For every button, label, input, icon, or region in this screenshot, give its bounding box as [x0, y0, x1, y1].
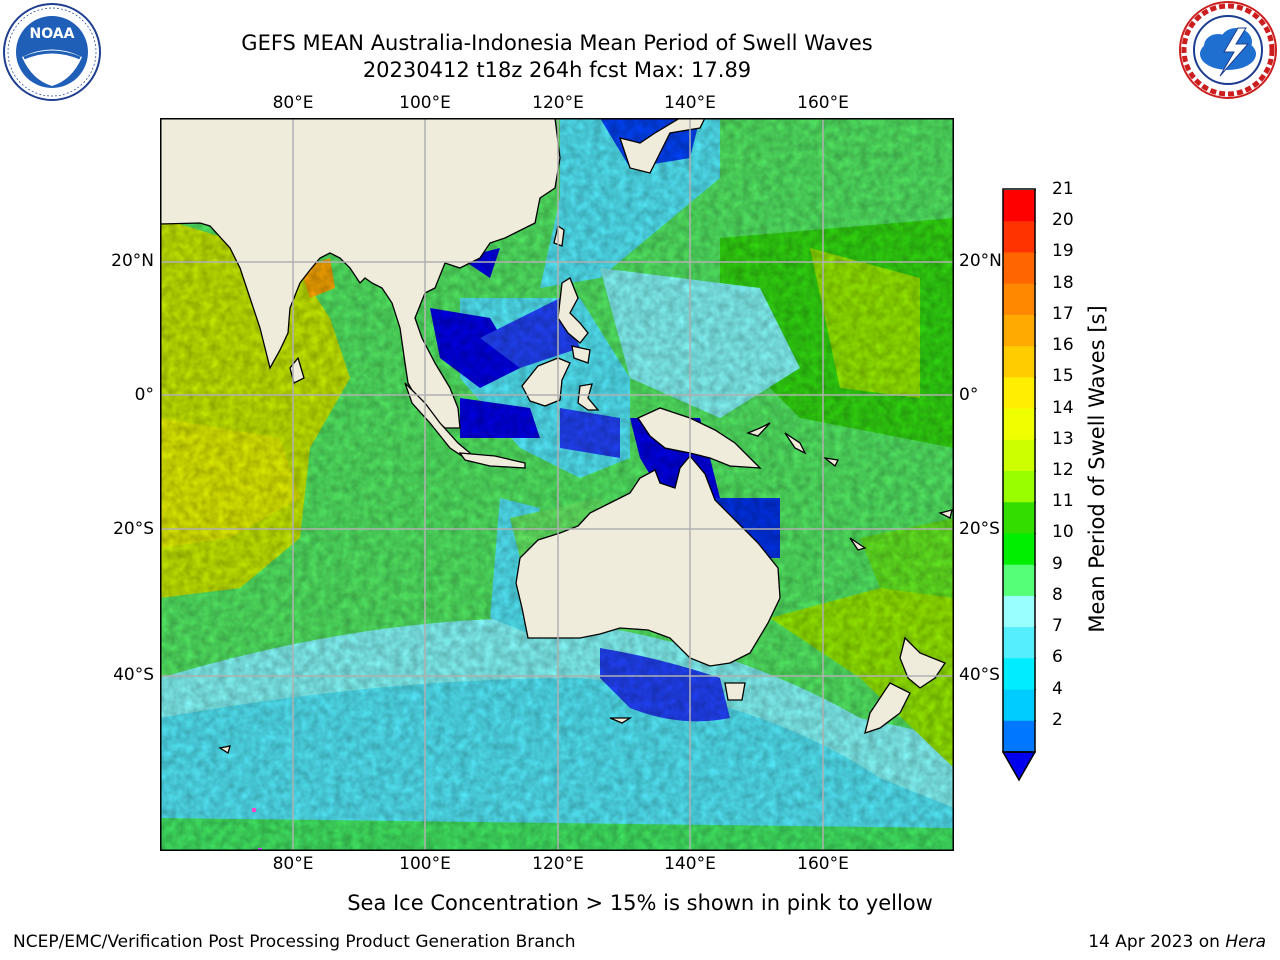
colorbar-band [1003, 252, 1035, 285]
lat-label-left-20s: 20°S [113, 519, 154, 539]
footer-branch: NCEP/EMC/Verification Post Processing Pr… [13, 932, 576, 952]
lat-label-right-40s: 40°S [959, 665, 1000, 685]
lat-label-left-40s: 40°S [113, 665, 154, 685]
svg-text:NOAA: NOAA [30, 26, 75, 42]
swell-period-map [160, 118, 954, 851]
lon-label-top-80e: 80°E [272, 93, 314, 113]
colorbar-band [1003, 595, 1035, 628]
lon-label-top-140e: 140°E [664, 93, 716, 113]
lat-label-left-0: 0° [134, 385, 154, 405]
map-frame [160, 118, 954, 851]
lat-label-left-20n: 20°N [111, 251, 154, 271]
colorbar-band [1003, 627, 1035, 659]
colorbar-tick-label: 4 [1052, 678, 1063, 699]
colorbar-tick-label: 7 [1052, 616, 1063, 637]
colorbar-band [1003, 564, 1035, 597]
lon-label-top-100e: 100°E [399, 93, 451, 113]
nws-logo [1179, 1, 1277, 99]
lat-label-right-20n: 20°N [959, 251, 1002, 271]
footer-machine: Hera [1225, 932, 1266, 952]
lon-label-top-160e: 160°E [797, 93, 849, 113]
lon-label-bottom-80e: 80°E [272, 854, 314, 874]
colorbar-tick-label: 11 [1052, 491, 1074, 512]
colorbar-tick-label: 8 [1052, 584, 1063, 605]
colorbar-tick-label: 6 [1052, 647, 1063, 668]
colorbar-band [1003, 283, 1035, 316]
colorbar-band [1003, 471, 1035, 503]
colorbar [1002, 188, 1036, 782]
colorbar-band [1003, 408, 1035, 441]
lon-label-bottom-140e: 140°E [664, 854, 716, 874]
colorbar-tick-label: 18 [1052, 272, 1074, 293]
colorbar-band [1003, 314, 1035, 347]
lon-label-bottom-120e: 120°E [532, 854, 584, 874]
colorbar-band [1003, 377, 1035, 410]
lat-label-right-0: 0° [959, 385, 979, 405]
land-masses [160, 118, 953, 755]
colorbar-tick-label: 15 [1052, 366, 1074, 387]
colorbar-tick-label: 13 [1052, 428, 1074, 449]
colorbar-tick-marks [1035, 189, 1036, 722]
colorbar-tick-label: 14 [1052, 397, 1074, 418]
colorbar-tick-label: 20 [1052, 210, 1074, 231]
colorbar-tick-label: 21 [1052, 179, 1074, 199]
colorbar-band [1003, 533, 1035, 566]
colorbar-band [1003, 720, 1035, 753]
colorbar-tick-label: 16 [1052, 335, 1074, 356]
colorbar-extend-arrow [1002, 751, 1036, 782]
colorbar-band [1003, 221, 1035, 253]
lon-label-bottom-160e: 160°E [797, 854, 849, 874]
colorbar-tick-label: 2 [1052, 709, 1063, 730]
colorbar-band [1003, 346, 1035, 378]
colorbar-title: Mean Period of Swell Waves [s] [1085, 305, 1109, 633]
chart-title: GEFS MEAN Australia-Indonesia Mean Perio… [241, 31, 873, 55]
footer-date: 14 Apr 2023 on Hera [1088, 932, 1266, 952]
colorbar-band [1003, 439, 1035, 472]
sea-ice-caption: Sea Ice Concentration > 15% is shown in … [347, 891, 933, 915]
lon-label-bottom-100e: 100°E [399, 854, 451, 874]
colorbar-band [1003, 689, 1035, 722]
colorbar-tick-label: 19 [1052, 241, 1074, 262]
graticule [160, 118, 954, 851]
colorbar-tick-label: 9 [1052, 553, 1063, 574]
noaa-logo: NOAA [3, 3, 101, 101]
lon-label-top-120e: 120°E [532, 93, 584, 113]
footer-date-text: 14 Apr 2023 on [1088, 932, 1226, 952]
colorbar-bands [1003, 190, 1035, 753]
lat-label-right-20s: 20°S [959, 519, 1000, 539]
colorbar-band [1003, 502, 1035, 534]
chart-subtitle: 20230412 t18z 264h fcst Max: 17.89 [362, 58, 752, 82]
colorbar-band [1003, 190, 1035, 222]
colorbar-tick-label: 12 [1052, 460, 1074, 480]
colorbar-tick-label: 17 [1052, 303, 1074, 324]
colorbar-tick-label: 10 [1052, 522, 1074, 543]
colorbar-band [1003, 658, 1035, 691]
